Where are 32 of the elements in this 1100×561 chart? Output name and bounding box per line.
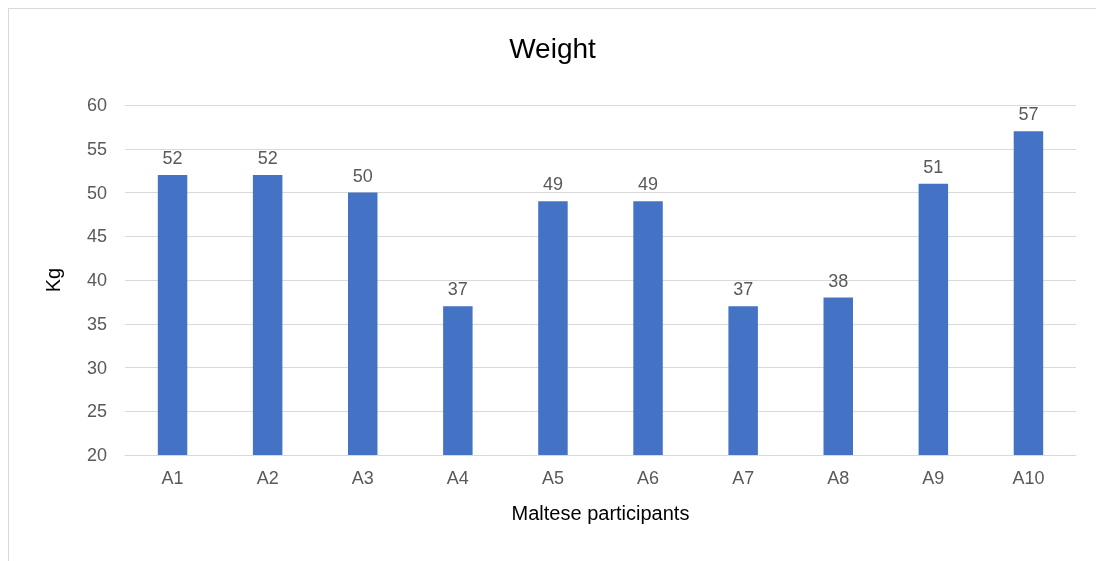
chart-title: Weight [509, 32, 597, 64]
data-label: 49 [638, 174, 659, 195]
data-label: 37 [733, 279, 754, 300]
y-axis-title: Kg [42, 267, 64, 293]
y-tick-label: 20 [86, 445, 107, 465]
data-label: 57 [1018, 104, 1039, 125]
x-tick-label: A3 [351, 468, 374, 488]
y-tick-label: 40 [86, 270, 107, 290]
y-tick-label: 60 [86, 95, 107, 115]
x-tick-label: A5 [541, 468, 564, 488]
x-tick-label: A9 [922, 468, 945, 488]
y-tick-label: 30 [86, 357, 107, 378]
data-label: 37 [447, 279, 468, 300]
x-tick-label: A8 [827, 468, 850, 488]
x-axis-title: Maltese participants [511, 502, 690, 524]
x-tick-label: A6 [637, 468, 660, 488]
x-tick-label: A2 [256, 468, 279, 488]
data-label: 49 [542, 174, 563, 195]
y-tick-label: 50 [86, 182, 107, 203]
data-label: 38 [828, 270, 849, 291]
y-tick-label: 35 [86, 313, 107, 334]
x-tick-label: A10 [1012, 468, 1045, 488]
y-tick-label: 45 [86, 226, 107, 247]
data-label: 50 [352, 165, 373, 186]
x-tick-label: A7 [732, 468, 755, 488]
data-label: 52 [257, 148, 278, 168]
y-tick-label: 55 [86, 138, 107, 159]
x-tick-label: A4 [446, 468, 469, 488]
x-tick-label: A1 [161, 468, 184, 488]
y-tick-label: 25 [86, 401, 107, 422]
data-label: 51 [923, 156, 944, 177]
data-label: 52 [162, 148, 183, 168]
